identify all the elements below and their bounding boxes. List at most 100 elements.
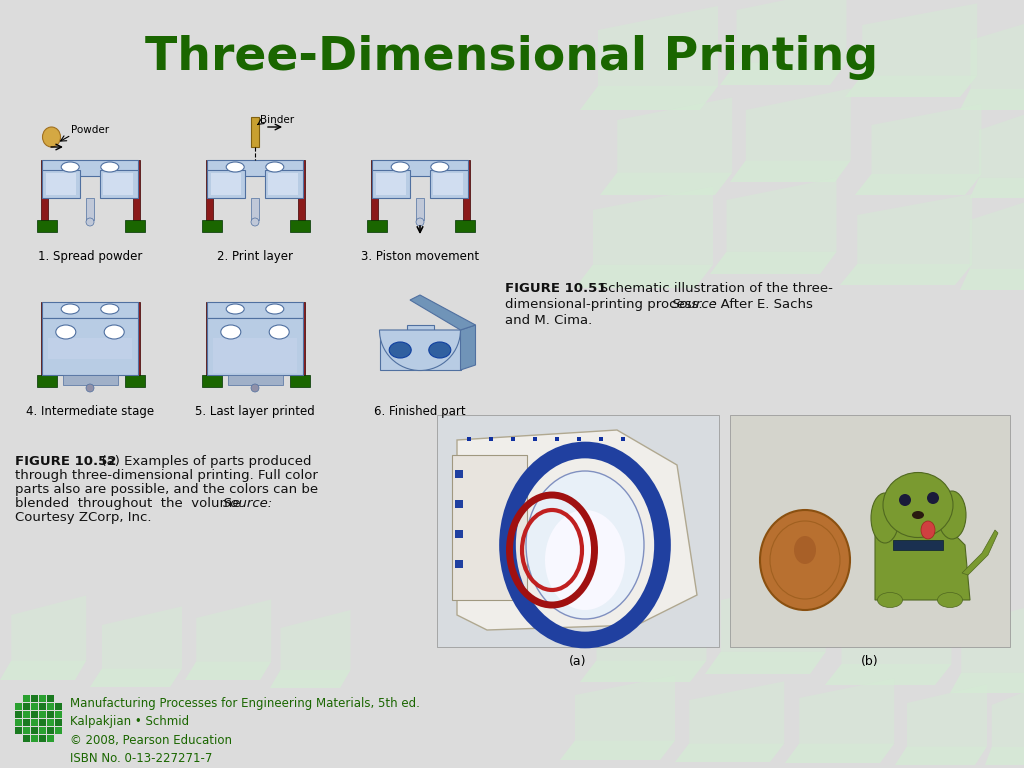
Ellipse shape — [794, 536, 816, 564]
Ellipse shape — [61, 162, 79, 172]
Bar — [15, 703, 22, 710]
Ellipse shape — [389, 342, 412, 358]
Polygon shape — [985, 747, 1024, 765]
Bar — [202, 220, 221, 232]
Bar — [467, 437, 471, 441]
Bar — [46, 173, 76, 195]
Polygon shape — [895, 746, 987, 765]
Bar — [47, 695, 54, 702]
Bar — [206, 302, 213, 380]
Bar — [211, 173, 241, 195]
Bar — [455, 500, 463, 508]
Ellipse shape — [104, 325, 124, 339]
Bar — [23, 719, 30, 726]
Polygon shape — [380, 325, 461, 370]
Polygon shape — [842, 594, 951, 664]
Bar — [55, 719, 62, 726]
Polygon shape — [862, 3, 977, 75]
Polygon shape — [575, 265, 713, 288]
Bar — [31, 703, 38, 710]
Polygon shape — [617, 98, 732, 173]
Bar — [430, 170, 468, 198]
Ellipse shape — [100, 162, 119, 172]
Bar — [47, 735, 54, 742]
Bar — [23, 711, 30, 718]
Polygon shape — [845, 75, 977, 97]
Polygon shape — [270, 670, 350, 688]
Bar — [39, 703, 46, 710]
Polygon shape — [0, 660, 86, 680]
Text: 4. Intermediate stage: 4. Intermediate stage — [26, 405, 154, 418]
Polygon shape — [962, 604, 1024, 673]
Text: (b): (b) — [861, 656, 879, 668]
Ellipse shape — [760, 510, 850, 610]
Text: FIGURE 10.51: FIGURE 10.51 — [505, 282, 606, 295]
Polygon shape — [970, 199, 1024, 269]
Text: Courtesy ZCorp, Inc.: Courtesy ZCorp, Inc. — [15, 511, 152, 524]
Circle shape — [86, 384, 94, 392]
Bar — [455, 530, 463, 538]
Polygon shape — [675, 743, 784, 762]
Bar — [39, 727, 46, 734]
Bar — [437, 415, 719, 647]
Polygon shape — [992, 687, 1024, 747]
Bar — [125, 375, 144, 387]
Text: FIGURE 10.52: FIGURE 10.52 — [15, 455, 117, 468]
Bar — [621, 437, 625, 441]
Bar — [298, 302, 304, 380]
Bar — [39, 695, 46, 702]
Text: Three-Dimensional Printing: Three-Dimensional Printing — [145, 35, 879, 81]
Ellipse shape — [221, 325, 241, 339]
Bar — [15, 727, 22, 734]
Bar — [577, 437, 581, 441]
Polygon shape — [745, 88, 851, 161]
Text: (a): (a) — [569, 656, 587, 668]
Bar — [268, 173, 298, 195]
Bar — [55, 703, 62, 710]
Wedge shape — [380, 330, 461, 370]
Bar — [103, 173, 133, 195]
Circle shape — [899, 494, 911, 506]
Bar — [42, 318, 138, 375]
Bar — [31, 735, 38, 742]
Bar — [37, 220, 56, 232]
Bar — [367, 220, 386, 232]
Bar — [23, 727, 30, 734]
Text: Binder: Binder — [260, 115, 294, 125]
Ellipse shape — [266, 162, 284, 172]
Polygon shape — [907, 684, 987, 746]
Text: Source: Source — [672, 298, 718, 311]
Bar — [372, 170, 410, 198]
Bar — [125, 220, 144, 232]
Bar — [39, 711, 46, 718]
Bar — [202, 375, 221, 387]
Bar — [455, 560, 463, 568]
Text: blended  throughout  the  volume.: blended throughout the volume. — [15, 497, 253, 510]
Bar — [371, 160, 378, 225]
Bar — [227, 375, 283, 385]
Ellipse shape — [526, 471, 644, 619]
Polygon shape — [461, 325, 475, 370]
Polygon shape — [710, 252, 837, 274]
Polygon shape — [689, 681, 784, 743]
Bar — [42, 160, 138, 176]
Bar — [455, 470, 463, 478]
Polygon shape — [593, 187, 713, 265]
Polygon shape — [575, 676, 675, 740]
Bar — [31, 727, 38, 734]
Bar — [207, 302, 303, 318]
Bar — [23, 735, 30, 742]
Circle shape — [251, 384, 259, 392]
Text: Schematic illustration of the three-: Schematic illustration of the three- — [587, 282, 833, 295]
Bar — [213, 338, 297, 373]
Text: through three-dimensional printing. Full color: through three-dimensional printing. Full… — [15, 469, 317, 482]
Polygon shape — [597, 588, 707, 660]
Text: (a) Examples of parts produced: (a) Examples of parts produced — [93, 455, 311, 468]
Bar — [15, 711, 22, 718]
Polygon shape — [962, 530, 998, 575]
Bar — [455, 220, 474, 232]
Circle shape — [251, 218, 259, 226]
Polygon shape — [785, 743, 894, 763]
Circle shape — [416, 218, 424, 226]
Bar — [47, 703, 54, 710]
